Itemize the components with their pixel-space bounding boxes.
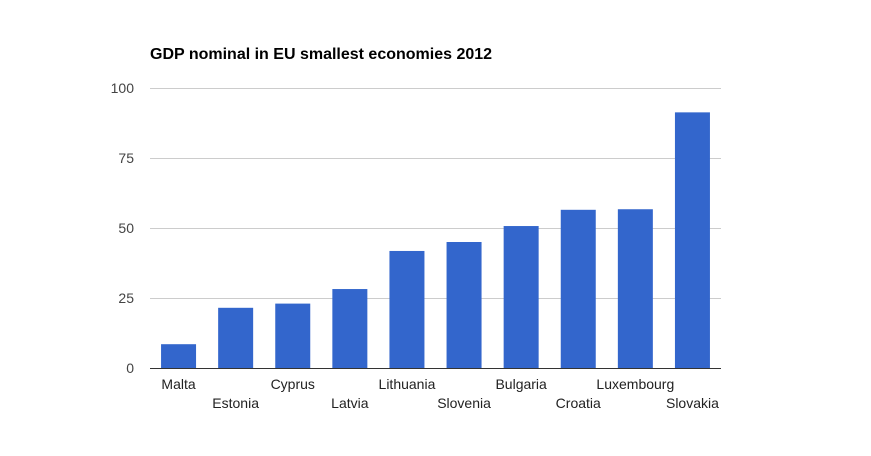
bar — [275, 303, 311, 368]
x-tick-label: Slovenia — [437, 395, 491, 411]
y-tick-label: 100 — [111, 80, 135, 96]
bar — [218, 307, 254, 368]
x-tick-label: Luxembourg — [596, 376, 674, 392]
y-tick-label: 25 — [118, 290, 134, 306]
y-tick-label: 75 — [118, 150, 134, 166]
chart-title: GDP nominal in EU smallest economies 201… — [150, 46, 493, 63]
bar — [617, 209, 653, 368]
x-tick-label: Latvia — [331, 395, 369, 411]
bar — [503, 226, 539, 368]
bar — [389, 250, 425, 368]
y-tick-label: 50 — [118, 220, 134, 236]
x-tick-label: Malta — [161, 376, 195, 392]
bar — [161, 344, 197, 368]
x-tick-label: Slovakia — [666, 395, 719, 411]
x-tick-label: Lithuania — [379, 376, 436, 392]
y-tick-label: 0 — [126, 360, 134, 376]
x-tick-label: Cyprus — [271, 376, 315, 392]
bar — [332, 289, 368, 368]
bar — [446, 242, 482, 368]
bar — [674, 112, 710, 368]
x-tick-label: Croatia — [556, 395, 601, 411]
x-tick-label: Bulgaria — [495, 376, 547, 392]
x-tick-label: Estonia — [212, 395, 259, 411]
bar — [560, 209, 596, 368]
